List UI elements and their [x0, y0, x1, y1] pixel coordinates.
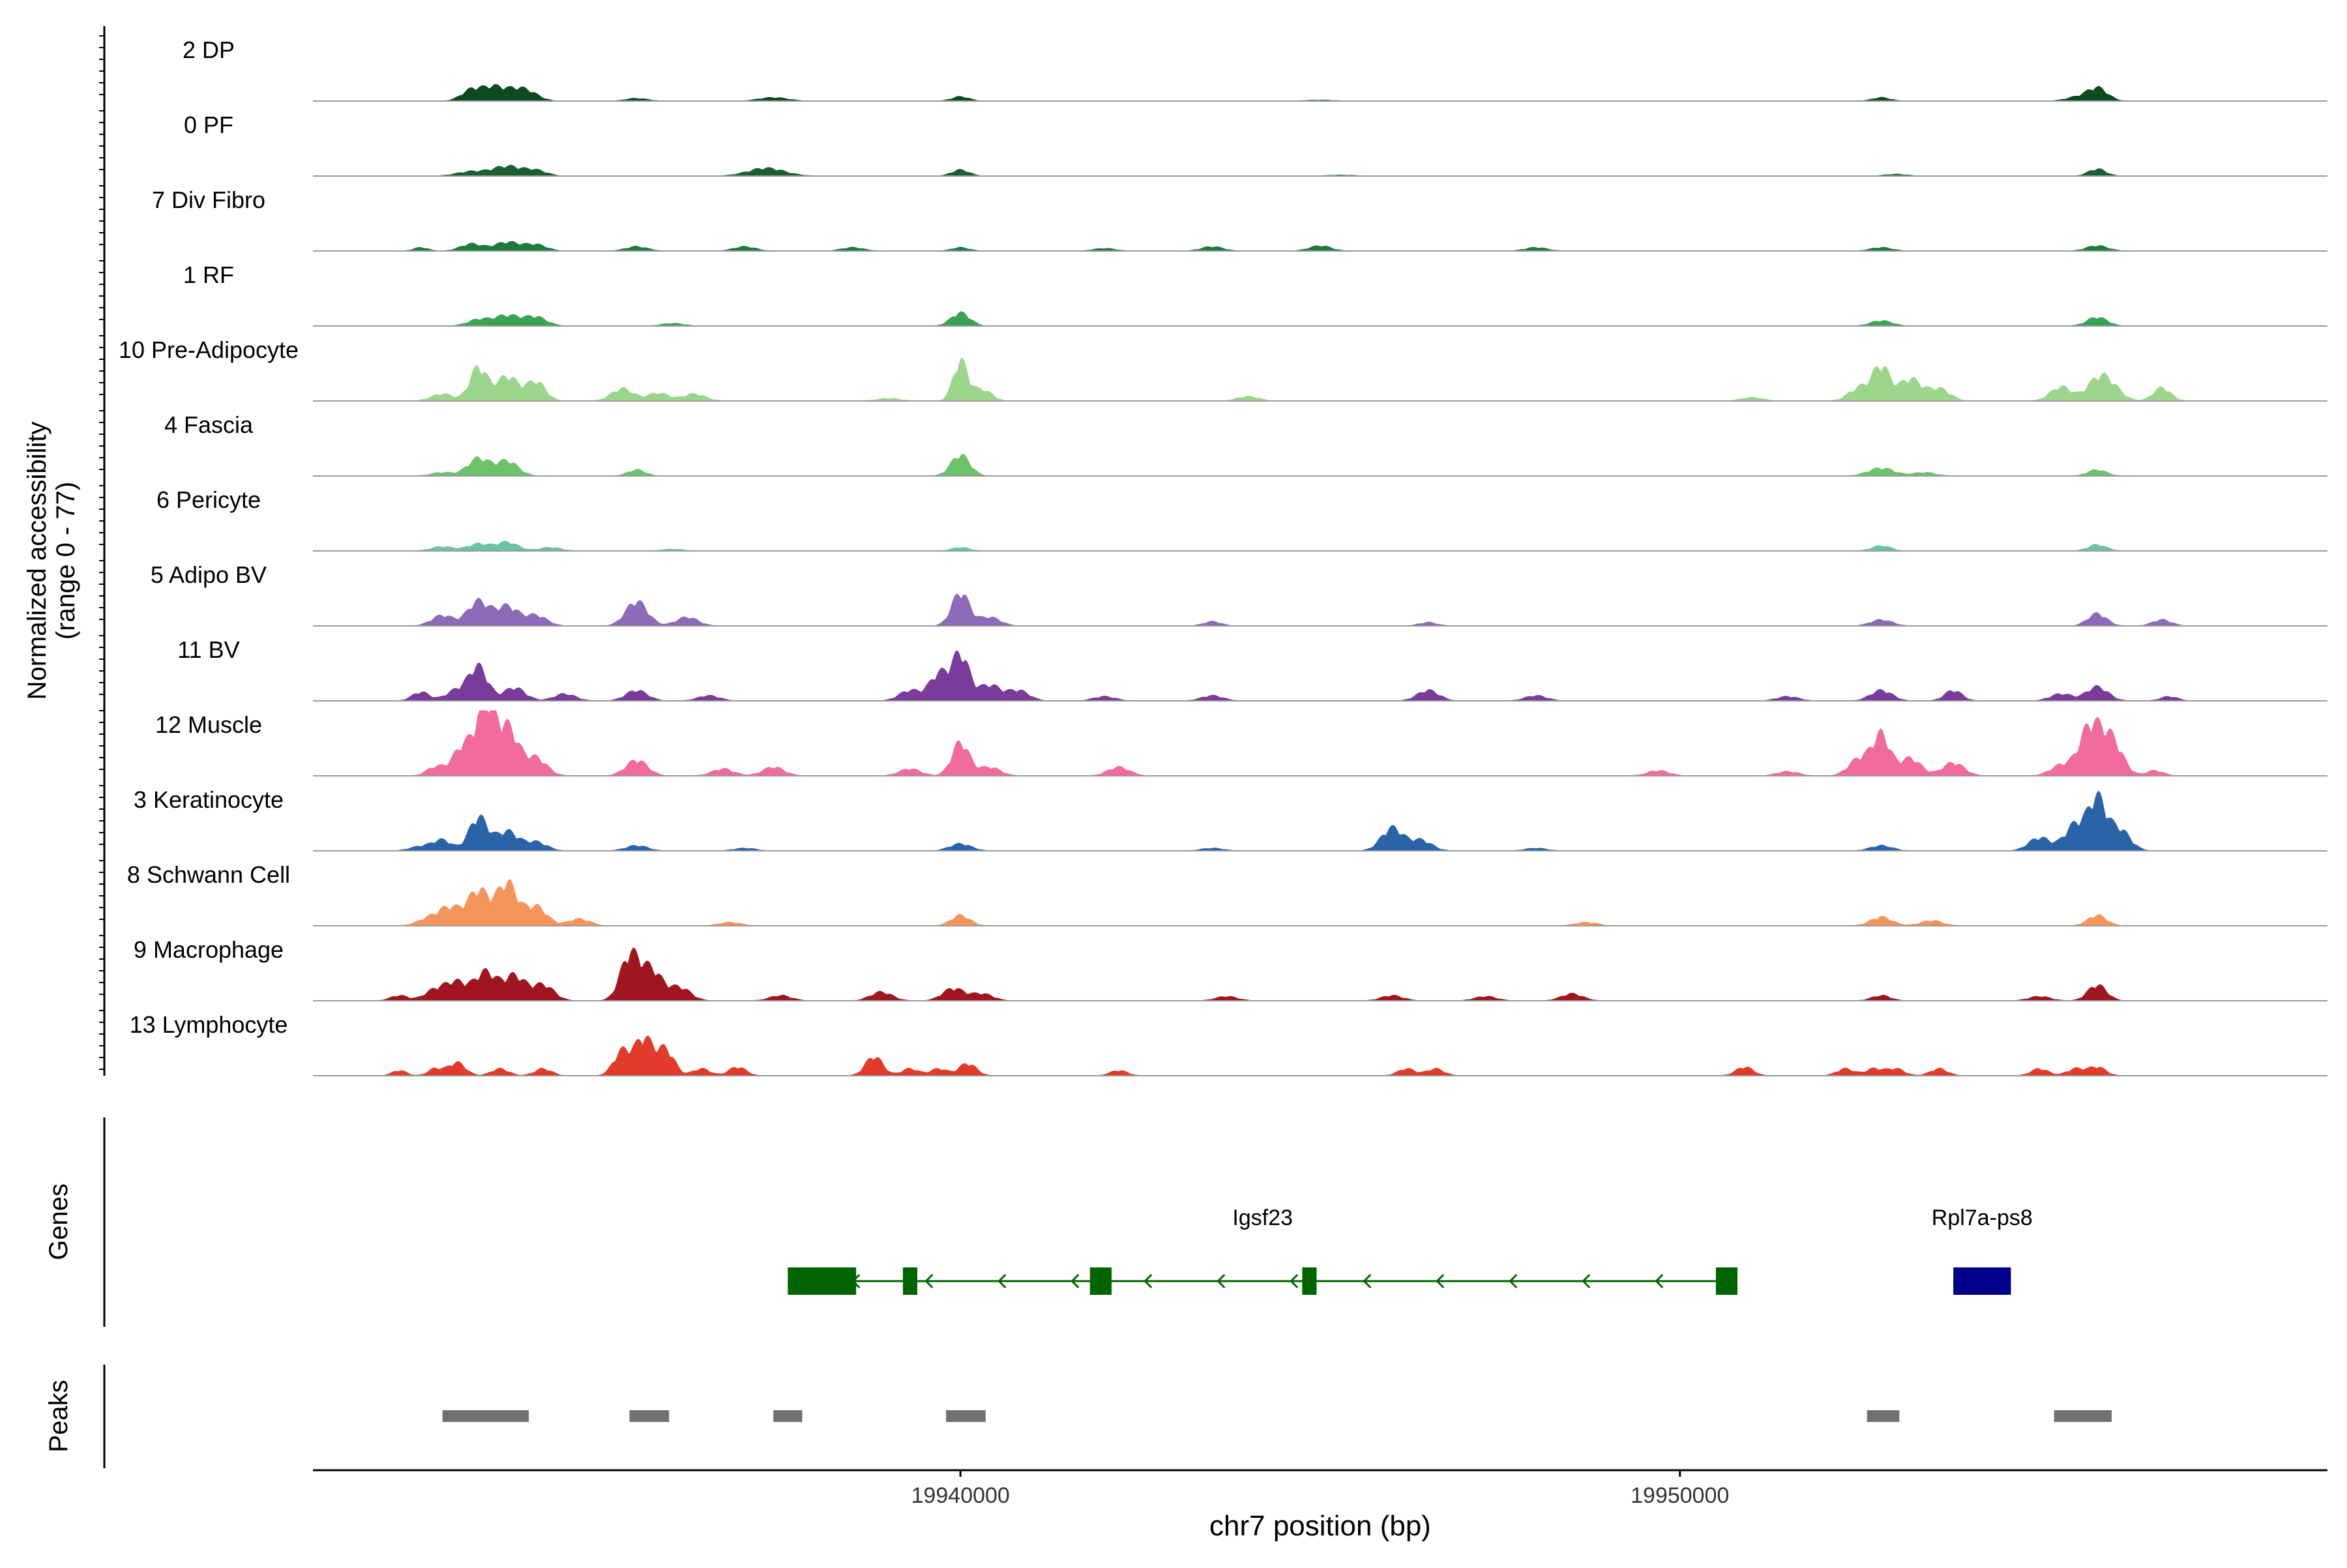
coverage-track: 6 Pericyte	[156, 486, 2327, 552]
track-label: 13 Lymphocyte	[130, 1011, 288, 1038]
gene-exon	[1302, 1267, 1317, 1295]
coverage-area	[313, 164, 2327, 177]
track-label: 2 DP	[183, 37, 235, 63]
coverage-area	[313, 947, 2327, 1001]
track-label: 12 Muscle	[155, 711, 262, 738]
coverage-track: 1 RF	[183, 261, 2327, 327]
x-tick-label: 19940000	[911, 1483, 1010, 1508]
track-label: 8 Schwann Cell	[127, 861, 290, 888]
coverage-area	[313, 358, 2327, 402]
peak-region	[773, 1410, 803, 1422]
strand-arrow	[1436, 1273, 1445, 1289]
peaks-track-label: Peaks	[44, 1380, 73, 1452]
coverage-area	[313, 710, 2327, 777]
peak-region	[442, 1410, 529, 1422]
gene-annotation-track: Igsf23 Rpl7a-ps8	[788, 1206, 2033, 1295]
coverage-area	[313, 453, 2327, 477]
coverage-track: 5 Adipo BV	[151, 561, 2327, 627]
coverage-track: 4 Fascia	[164, 411, 2327, 477]
track-label: 6 Pericyte	[156, 486, 261, 513]
strand-arrow	[1582, 1273, 1591, 1289]
coverage-track: 3 Keratinocyte	[134, 786, 2327, 851]
y-axis-label: Normalized accessibility	[23, 422, 52, 700]
coverage-track: 10 Pre-Adipocyte	[119, 336, 2327, 402]
peak-region	[946, 1410, 986, 1422]
coverage-track: 12 Muscle	[155, 710, 2327, 777]
gene-model: Rpl7a-ps8	[1932, 1206, 2033, 1295]
strand-arrow	[1144, 1273, 1153, 1289]
gene-label: Igsf23	[1232, 1206, 1293, 1230]
gene-exon	[902, 1267, 917, 1295]
peak-region	[1867, 1410, 1900, 1422]
gene-exon	[1089, 1267, 1112, 1295]
track-label: 9 Macrophage	[134, 936, 284, 963]
coverage-area	[313, 540, 2327, 552]
coverage-area	[313, 790, 2327, 851]
coverage-area	[313, 650, 2327, 702]
track-label: 4 Fascia	[164, 411, 254, 438]
strand-arrow	[1070, 1273, 1080, 1289]
x-axis-label: chr7 position (bp)	[1209, 1510, 1431, 1542]
strand-arrow	[1290, 1273, 1299, 1289]
strand-arrow	[1509, 1273, 1518, 1289]
x-axis-ticks: 19940000 19950000	[911, 1470, 1729, 1508]
gene-exon	[788, 1267, 857, 1295]
track-label: 1 RF	[183, 261, 234, 288]
coverage-area	[313, 593, 2327, 627]
track-label: 0 PF	[184, 111, 233, 138]
strand-arrow	[1363, 1273, 1372, 1289]
coverage-track: 11 BV	[177, 636, 2327, 702]
strand-arrow	[924, 1273, 934, 1289]
coverage-track: 7 Div Fibro	[152, 186, 2327, 252]
gene-exon	[1953, 1267, 2011, 1295]
coverage-area	[313, 879, 2327, 926]
y-axis-range-label: (range 0 - 77)	[52, 482, 80, 640]
track-label: 7 Div Fibro	[152, 186, 265, 213]
left-accessibility-axis	[99, 26, 106, 1076]
coverage-tracks: 2 DP 0 PF 7 Div Fibro 1 RF 10 Pre-Adipocyte 4…	[119, 37, 2327, 1076]
gene-label: Rpl7a-ps8	[1932, 1206, 2033, 1230]
coverage-track: 2 DP	[183, 37, 2327, 102]
strand-arrow	[997, 1273, 1007, 1289]
coverage-track: 0 PF	[184, 111, 2327, 177]
peak-region	[2054, 1410, 2112, 1422]
strand-arrow	[1217, 1273, 1226, 1289]
track-label: 3 Keratinocyte	[134, 786, 284, 813]
coverage-area	[313, 311, 2327, 327]
track-label: 11 BV	[177, 636, 239, 663]
coverage-track: 9 Macrophage	[134, 936, 2327, 1001]
track-label: 10 Pre-Adipocyte	[119, 336, 299, 363]
peak-regions-track	[442, 1410, 2112, 1422]
peak-region	[629, 1410, 670, 1422]
track-label: 5 Adipo BV	[151, 561, 267, 588]
x-tick-label: 19950000	[1631, 1483, 1729, 1508]
gene-model: Igsf23	[788, 1206, 1738, 1295]
coverage-track: 13 Lymphocyte	[130, 1011, 2327, 1076]
coverage-area	[313, 83, 2327, 102]
coverage-track: 8 Schwann Cell	[127, 861, 2327, 926]
genes-track-label: Genes	[44, 1183, 73, 1260]
coverage-area	[313, 241, 2327, 252]
coverage-area	[313, 1035, 2327, 1076]
gene-exon	[1715, 1267, 1738, 1295]
strand-arrow	[1655, 1273, 1664, 1289]
